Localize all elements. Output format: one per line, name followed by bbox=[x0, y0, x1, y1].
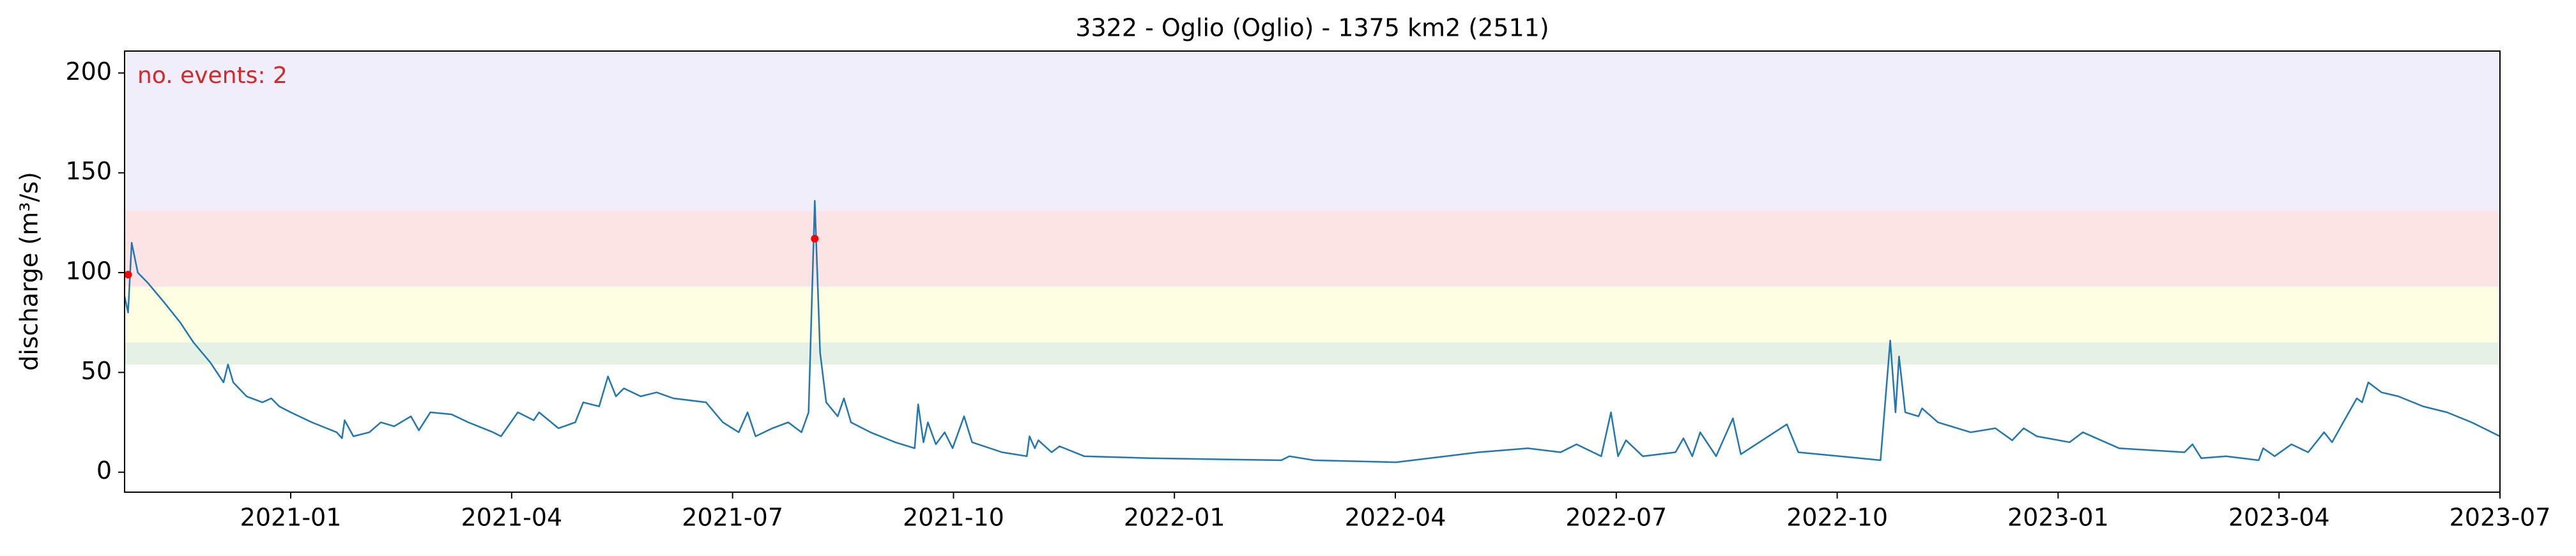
x-tick-label: 2022-07 bbox=[1565, 504, 1667, 532]
x-tick-label: 2021-10 bbox=[903, 504, 1004, 532]
x-tick-label: 2021-04 bbox=[461, 504, 562, 532]
event-count: no. events: 2 bbox=[137, 63, 288, 89]
y-tick-label: 200 bbox=[65, 57, 112, 86]
threshold-band bbox=[125, 342, 2500, 364]
y-tick-label: 150 bbox=[65, 157, 112, 185]
threshold-band bbox=[125, 51, 2500, 211]
plot-frame bbox=[124, 50, 2501, 493]
x-tick-label: 2023-07 bbox=[2450, 504, 2551, 532]
y-tick-label: 100 bbox=[65, 257, 112, 285]
discharge-line bbox=[123, 200, 2501, 463]
threshold-band bbox=[125, 211, 2500, 287]
event-point bbox=[124, 271, 132, 279]
x-tick-label: 2022-10 bbox=[1786, 504, 1888, 532]
threshold-band bbox=[125, 286, 2500, 343]
y-tick-label: 50 bbox=[81, 357, 112, 385]
x-tick-label: 2021-01 bbox=[240, 504, 342, 532]
event-point bbox=[811, 234, 819, 243]
y-axis-label: discharge (m³/s) bbox=[15, 172, 43, 371]
x-tick-label: 2022-01 bbox=[1124, 504, 1225, 532]
x-tick-label: 2023-04 bbox=[2228, 504, 2330, 532]
x-tick-label: 2022-04 bbox=[1345, 504, 1446, 532]
x-tick-label: 2021-07 bbox=[682, 504, 783, 532]
chart-title: 3322 - Oglio (Oglio) - 1375 km2 (2511) bbox=[1075, 14, 1549, 42]
y-tick-label: 0 bbox=[96, 456, 112, 485]
x-tick-label: 2023-01 bbox=[2007, 504, 2109, 532]
